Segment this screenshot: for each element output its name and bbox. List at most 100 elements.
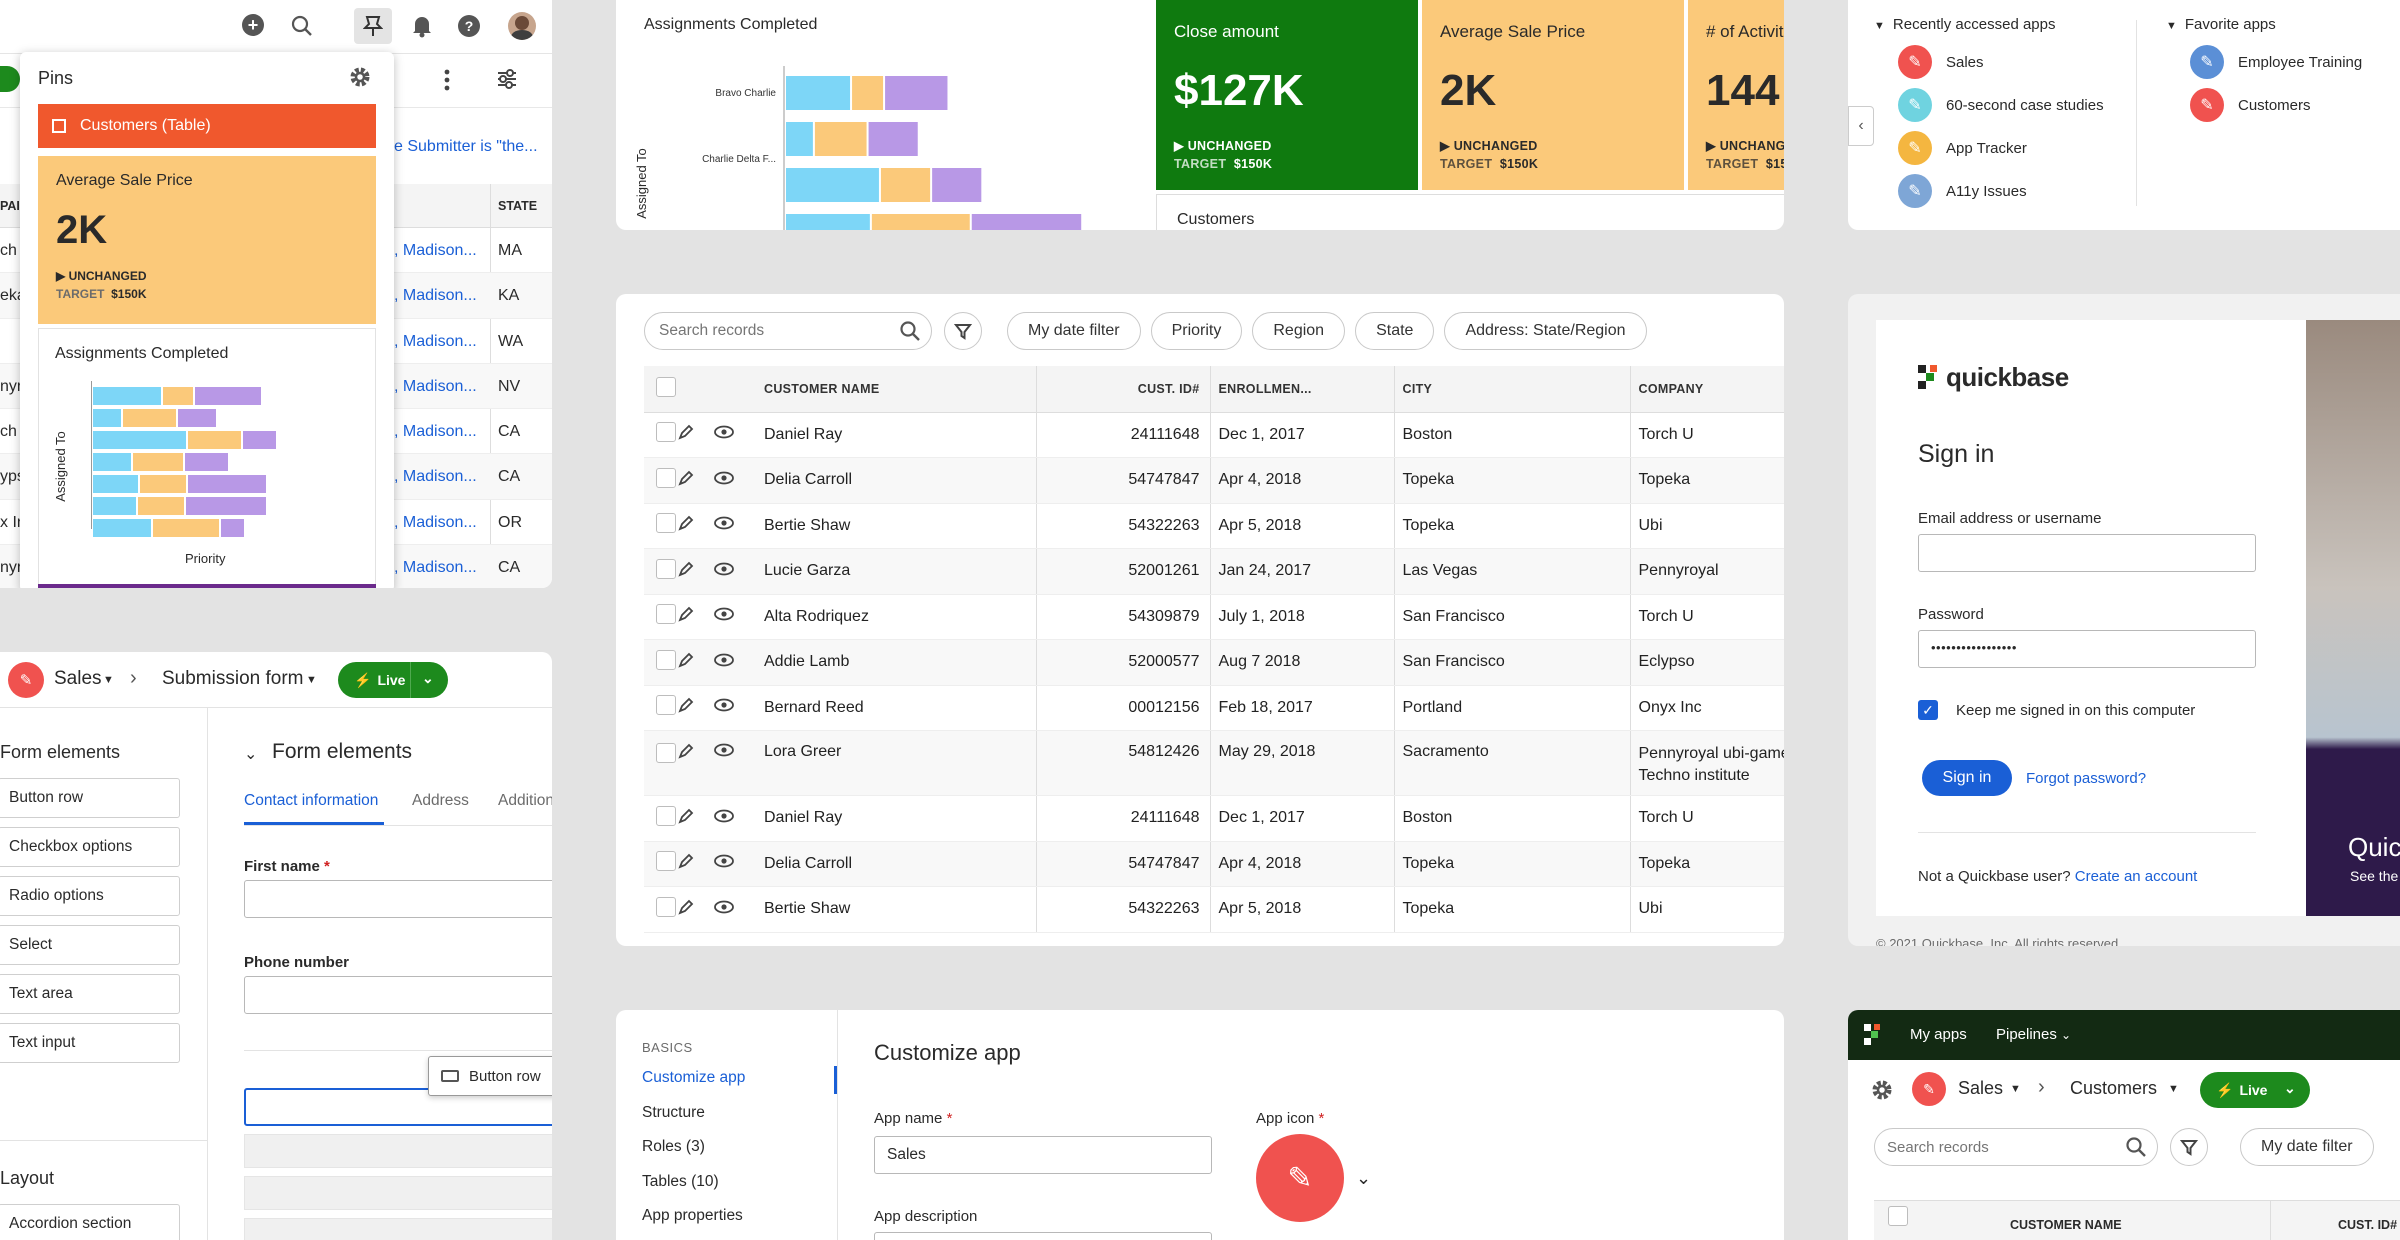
avatar[interactable] <box>508 12 536 40</box>
app-icon-picker[interactable]: ✎ <box>1256 1134 1344 1222</box>
phone-field[interactable] <box>244 976 552 1014</box>
row-link[interactable]: , Madison... <box>394 513 477 531</box>
col-city[interactable]: CITY <box>1393 366 1630 413</box>
create-account-link[interactable]: Create an account <box>2074 868 2198 885</box>
row-link[interactable]: , Madison... <box>394 468 477 486</box>
edit-icon[interactable] <box>678 886 714 933</box>
filter-pill[interactable]: Address: State/Region <box>1444 312 1647 350</box>
form-dropdown-icon[interactable]: ▼ <box>306 674 317 686</box>
pin-icon[interactable] <box>354 8 392 44</box>
password-field[interactable]: ••••••••••••••••• <box>1918 630 2256 668</box>
table-row[interactable]: Bernard Reed 00012156 Feb 18, 2017 Portland… <box>644 685 1784 731</box>
edit-icon[interactable] <box>678 503 714 549</box>
app-item[interactable]: ✎ Employee Training <box>2190 45 2362 79</box>
form-element-3[interactable]: Select <box>0 925 180 965</box>
row-link[interactable]: , Madison... <box>394 332 477 350</box>
mini-live-chevron-icon[interactable]: ⌄ <box>2284 1080 2296 1096</box>
search-icon[interactable] <box>290 14 314 38</box>
mini-live-button[interactable]: ⚡ Live ⌄ <box>2200 1072 2310 1108</box>
table-row[interactable]: Bertie Shaw 54322263 Apr 5, 2018 Topeka Ubi <box>644 886 1784 933</box>
view-icon[interactable] <box>714 685 750 731</box>
email-field[interactable] <box>1918 534 2256 572</box>
row-link[interactable]: , Madison... <box>394 242 477 259</box>
keep-signed-checkbox[interactable]: ✓ <box>1918 700 1938 720</box>
col-enrollment[interactable]: ENROLLMEN... <box>1209 366 1394 413</box>
edit-icon[interactable] <box>678 841 714 887</box>
view-icon[interactable] <box>714 412 750 458</box>
form-element-2[interactable]: Radio options <box>0 876 180 916</box>
app-description-field[interactable] <box>874 1232 1212 1240</box>
tab-address[interactable]: Address <box>412 792 469 809</box>
mini-table-name[interactable]: Customers <box>2070 1078 2158 1098</box>
kpi-card[interactable]: Average Sale Price 2K ▶ UNCHANGED TARGET $1… <box>1422 0 1684 190</box>
live-chevron-icon[interactable]: ⌄ <box>422 670 434 686</box>
row-checkbox[interactable] <box>644 457 678 504</box>
collapse-chevron-icon[interactable]: ‹ <box>1848 106 1874 146</box>
view-icon[interactable] <box>714 886 750 933</box>
drop-target[interactable] <box>244 1088 552 1126</box>
panel-collapse-icon[interactable]: ⌄ <box>244 746 258 763</box>
app-dropdown-icon[interactable]: ▼ <box>103 674 114 686</box>
app-icon-chevron-icon[interactable]: ⌄ <box>1356 1168 1372 1188</box>
live-toggle-edge[interactable] <box>0 66 20 92</box>
row-checkbox[interactable] <box>644 685 678 731</box>
edit-icon[interactable] <box>678 795 714 842</box>
view-icon[interactable] <box>714 795 750 842</box>
gear-icon[interactable] <box>1870 1078 1894 1102</box>
row-checkbox[interactable] <box>644 886 678 933</box>
pin-avg-sale[interactable]: Average Sale Price 2K ▶ UNCHANGED TARGET… <box>38 156 376 324</box>
form-name[interactable]: Submission form <box>162 668 304 689</box>
form-element-1[interactable]: Checkbox options <box>0 827 180 867</box>
edit-icon[interactable] <box>678 548 714 595</box>
settings-nav-item[interactable]: Customize app <box>642 1069 746 1086</box>
mini-col-id[interactable]: CUST. ID# <box>2338 1218 2398 1232</box>
view-icon[interactable] <box>714 594 750 640</box>
row-link[interactable]: , Madison... <box>394 377 477 395</box>
tab-additional[interactable]: Addition <box>498 792 552 809</box>
view-icon[interactable] <box>714 639 750 686</box>
table-row[interactable]: Bertie Shaw 54322263 Apr 5, 2018 Topeka Ubi <box>644 503 1784 549</box>
layout-element-0[interactable]: Accordion section <box>0 1204 180 1240</box>
pin-customers-table[interactable]: Customers (Table) <box>38 104 376 148</box>
kpi-card[interactable]: Close amount $127K ▶ UNCHANGED TARGET $150K <box>1156 0 1418 190</box>
table-row[interactable]: Addie Lamb 52000577 Aug 7 2018 San Francisc… <box>644 639 1784 686</box>
view-icon[interactable] <box>714 548 750 595</box>
filter-pill[interactable]: Region <box>1252 312 1346 350</box>
view-icon[interactable] <box>714 730 750 796</box>
app-item[interactable]: ✎ App Tracker <box>1898 131 2104 165</box>
table-row[interactable]: Daniel Ray 24111648 Dec 1, 2017 Boston Torch… <box>644 412 1784 458</box>
app-item[interactable]: ✎ Sales <box>1898 45 2104 79</box>
view-icon[interactable] <box>714 503 750 549</box>
settings-nav-item[interactable]: App properties <box>642 1207 743 1224</box>
mini-search-input[interactable] <box>1887 1138 2107 1156</box>
app-name[interactable]: Sales <box>54 668 102 689</box>
table-row[interactable]: Alta Rodriquez 54309879 July 1, 2018 San Fr… <box>644 594 1784 640</box>
select-all-checkbox[interactable] <box>644 366 678 413</box>
search-icon[interactable] <box>899 320 921 346</box>
signin-button[interactable]: Sign in <box>1922 760 2012 796</box>
view-icon[interactable] <box>714 457 750 504</box>
gear-icon[interactable] <box>348 65 372 89</box>
mini-search[interactable] <box>1874 1128 2158 1166</box>
search-icon[interactable] <box>2125 1136 2147 1162</box>
row-link[interactable]: , Madison... <box>394 423 477 441</box>
edit-icon[interactable] <box>678 730 714 796</box>
edit-icon[interactable] <box>678 685 714 731</box>
table-row[interactable]: Lucie Garza 52001261 Jan 24, 2017 Las Vegas… <box>644 548 1784 595</box>
row-link[interactable]: , Madison... <box>394 559 477 577</box>
col-cust-id[interactable]: CUST. ID# <box>1035 366 1210 413</box>
edit-icon[interactable] <box>678 639 714 686</box>
first-name-field[interactable] <box>244 880 552 918</box>
row-link[interactable]: , Madison... <box>394 287 477 305</box>
pin-assignments[interactable]: Assignments Completed Assigned To Priori… <box>38 328 376 588</box>
col-company[interactable]: COMPANY <box>1629 366 1784 413</box>
dragging-button-row[interactable]: Button row <box>428 1056 552 1096</box>
mini-col-customer[interactable]: CUSTOMER NAME <box>2010 1218 2122 1232</box>
table-row[interactable]: Lora Greer 54812426 May 29, 2018 Sacramento… <box>644 730 1784 796</box>
form-element-5[interactable]: Text input <box>0 1023 180 1063</box>
edit-icon[interactable] <box>678 457 714 504</box>
mini-select-all[interactable] <box>1888 1206 1908 1226</box>
filter-text[interactable]: e Submitter is "the... <box>394 138 538 155</box>
table-row[interactable]: Delia Carroll 54747847 Apr 4, 2018 Topeka To… <box>644 841 1784 887</box>
settings-sliders-icon[interactable] <box>496 68 518 90</box>
